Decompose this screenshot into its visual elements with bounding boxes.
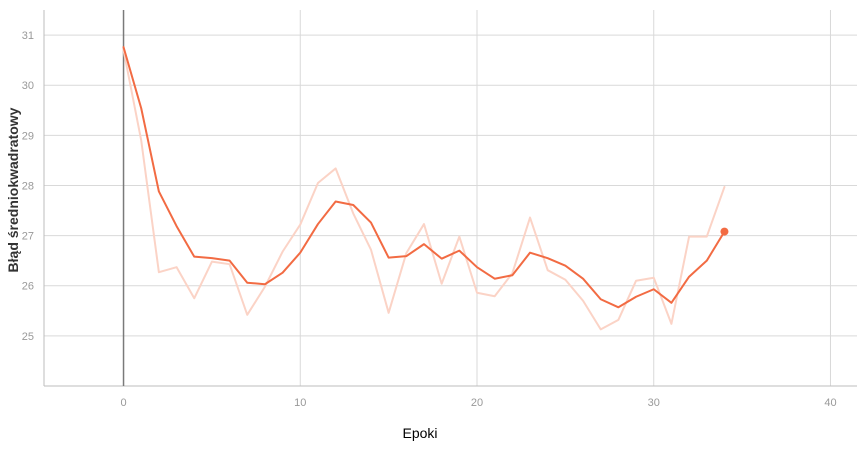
x-tick-label: 10 (294, 397, 306, 409)
y-tick-label: 31 (22, 30, 34, 42)
tick-labels: 0 10 20 30 40 25 26 27 28 29 30 31 (22, 30, 837, 409)
series (122, 46, 729, 331)
y-tick-label: 27 (22, 231, 34, 243)
last-point-marker (720, 227, 729, 236)
smoothed-series-line (122, 46, 726, 309)
y-tick-label: 28 (22, 180, 34, 192)
x-axis-title: Epoki (402, 425, 437, 441)
x-tick-label: 40 (824, 397, 836, 409)
x-tick-label: 0 (120, 397, 126, 409)
y-axis-title: Błąd średniokwadratowy (5, 107, 21, 272)
y-tick-label: 29 (22, 130, 34, 142)
x-tick-label: 20 (471, 397, 483, 409)
y-tick-label: 30 (22, 80, 34, 92)
grid (44, 10, 857, 386)
y-tick-label: 25 (22, 331, 34, 343)
axes (43, 10, 857, 387)
x-tick-label: 30 (648, 397, 660, 409)
raw-series-line (122, 49, 726, 331)
y-tick-label: 26 (22, 281, 34, 293)
